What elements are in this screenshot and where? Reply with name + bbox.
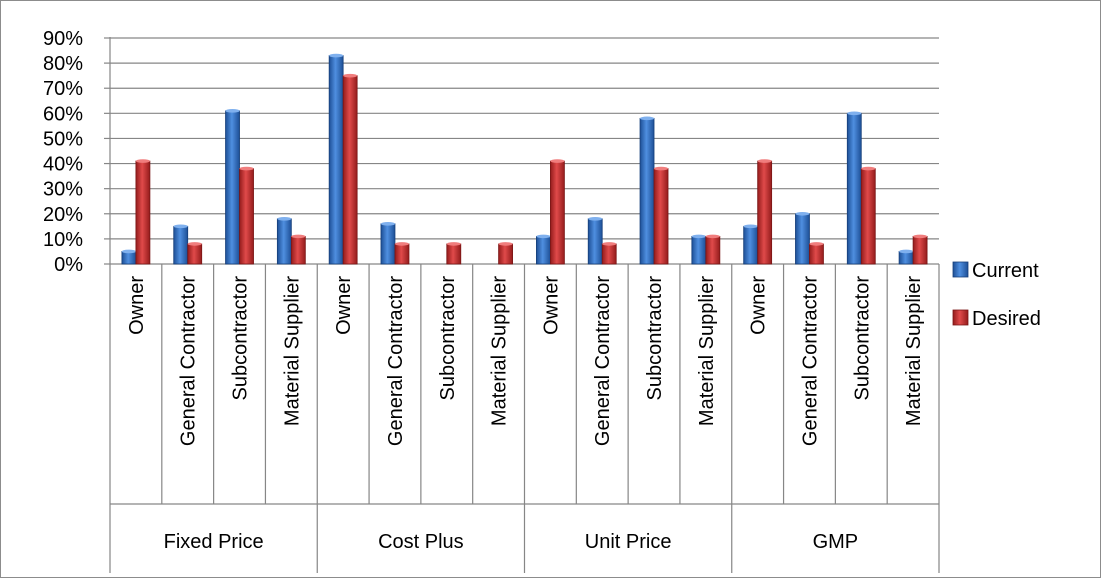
bar-desired-gmp-general-contractor — [809, 242, 824, 265]
category-label-general-contractor: General Contractor — [385, 276, 407, 446]
y-tick-label: 0% — [54, 254, 83, 276]
y-tick-label: 10% — [43, 229, 83, 251]
bar-current-fixed-price-material-supplier — [276, 217, 292, 265]
y-tick-label: 50% — [43, 128, 83, 150]
bar-desired-unit-price-general-contractor — [601, 242, 617, 265]
legend-label-current: Current — [972, 260, 1039, 282]
y-tick-label: 80% — [43, 53, 83, 75]
y-tick-label: 20% — [43, 204, 83, 226]
category-label-subcontractor: Subcontractor — [230, 276, 252, 401]
bar-desired-fixed-price-subcontractor — [239, 166, 254, 265]
bar-desired-unit-price-subcontractor — [653, 166, 669, 265]
bar-current-fixed-price-owner — [121, 249, 137, 265]
bar-current-unit-price-material-supplier — [691, 234, 707, 265]
category-label-general-contractor: General Contractor — [799, 276, 821, 446]
category-label-owner: Owner — [540, 276, 562, 335]
category-label-subcontractor: Subcontractor — [437, 276, 459, 401]
category-label-owner: Owner — [126, 276, 148, 335]
category-label-material-supplier: Material Supplier — [489, 276, 511, 426]
bar-desired-fixed-price-owner — [135, 159, 151, 265]
bars — [121, 53, 928, 265]
category-label-subcontractor: Subcontractor — [644, 276, 666, 401]
bar-current-fixed-price-general-contractor — [173, 224, 189, 265]
group-label-cost-plus: Cost Plus — [378, 531, 464, 553]
bar-desired-gmp-subcontractor — [860, 166, 876, 265]
group-labels: Fixed Price Cost Plus Unit Price GMP — [164, 531, 859, 553]
legend-swatch-desired — [952, 309, 969, 326]
bar-current-gmp-material-supplier — [898, 249, 914, 265]
bar-current-gmp-owner — [743, 224, 759, 265]
y-tick-label: 40% — [43, 154, 83, 176]
group-label-fixed-price: Fixed Price — [164, 531, 264, 553]
y-tick-label: 30% — [43, 179, 83, 201]
bar-desired-cost-plus-material-supplier — [498, 242, 513, 265]
bar-desired-fixed-price-material-supplier — [290, 234, 306, 265]
category-label-material-supplier: Material Supplier — [696, 276, 718, 426]
y-tick-label: 60% — [43, 103, 83, 125]
y-tick-label: 90% — [43, 28, 83, 50]
bar-current-unit-price-subcontractor — [639, 116, 655, 265]
bar-desired-cost-plus-subcontractor — [446, 242, 462, 265]
category-label-owner: Owner — [748, 276, 770, 335]
category-label-owner: Owner — [333, 276, 355, 335]
category-label-material-supplier: Material Supplier — [281, 276, 303, 426]
legend-swatch-current — [952, 261, 969, 278]
legend-item-current: Current — [952, 260, 1039, 282]
category-label-material-supplier: Material Supplier — [903, 276, 925, 426]
bar-current-cost-plus-general-contractor — [380, 222, 396, 265]
bar-desired-unit-price-material-supplier — [705, 234, 721, 265]
y-tick-label: 70% — [43, 78, 83, 100]
bar-current-gmp-subcontractor — [846, 111, 862, 265]
bar-desired-cost-plus-owner — [342, 73, 358, 265]
y-tick-labels: 0% 10% 20% 30% 40% 50% 60% 70% 80% 90% — [43, 28, 83, 276]
category-label-general-contractor: General Contractor — [178, 276, 200, 446]
category-label-subcontractor: Subcontractor — [851, 276, 873, 401]
group-label-unit-price: Unit Price — [585, 531, 672, 553]
bar-current-cost-plus-owner — [328, 53, 344, 265]
bar-desired-fixed-price-general-contractor — [187, 242, 203, 265]
bar-current-unit-price-owner — [536, 234, 551, 265]
bar-current-unit-price-general-contractor — [587, 217, 603, 265]
legend: Current Desired — [952, 260, 1041, 330]
bar-current-fixed-price-subcontractor — [225, 109, 240, 265]
bar-desired-unit-price-owner — [550, 159, 565, 265]
group-label-gmp: GMP — [813, 531, 859, 553]
legend-item-desired: Desired — [952, 308, 1041, 330]
bar-current-gmp-general-contractor — [795, 211, 810, 265]
bar-desired-cost-plus-general-contractor — [394, 242, 410, 265]
category-label-general-contractor: General Contractor — [592, 276, 614, 446]
bar-desired-gmp-owner — [757, 159, 773, 265]
legend-label-desired: Desired — [972, 308, 1041, 330]
bar-desired-gmp-material-supplier — [912, 234, 928, 265]
category-labels: Owner General Contractor Subcontractor Mate… — [126, 276, 925, 446]
